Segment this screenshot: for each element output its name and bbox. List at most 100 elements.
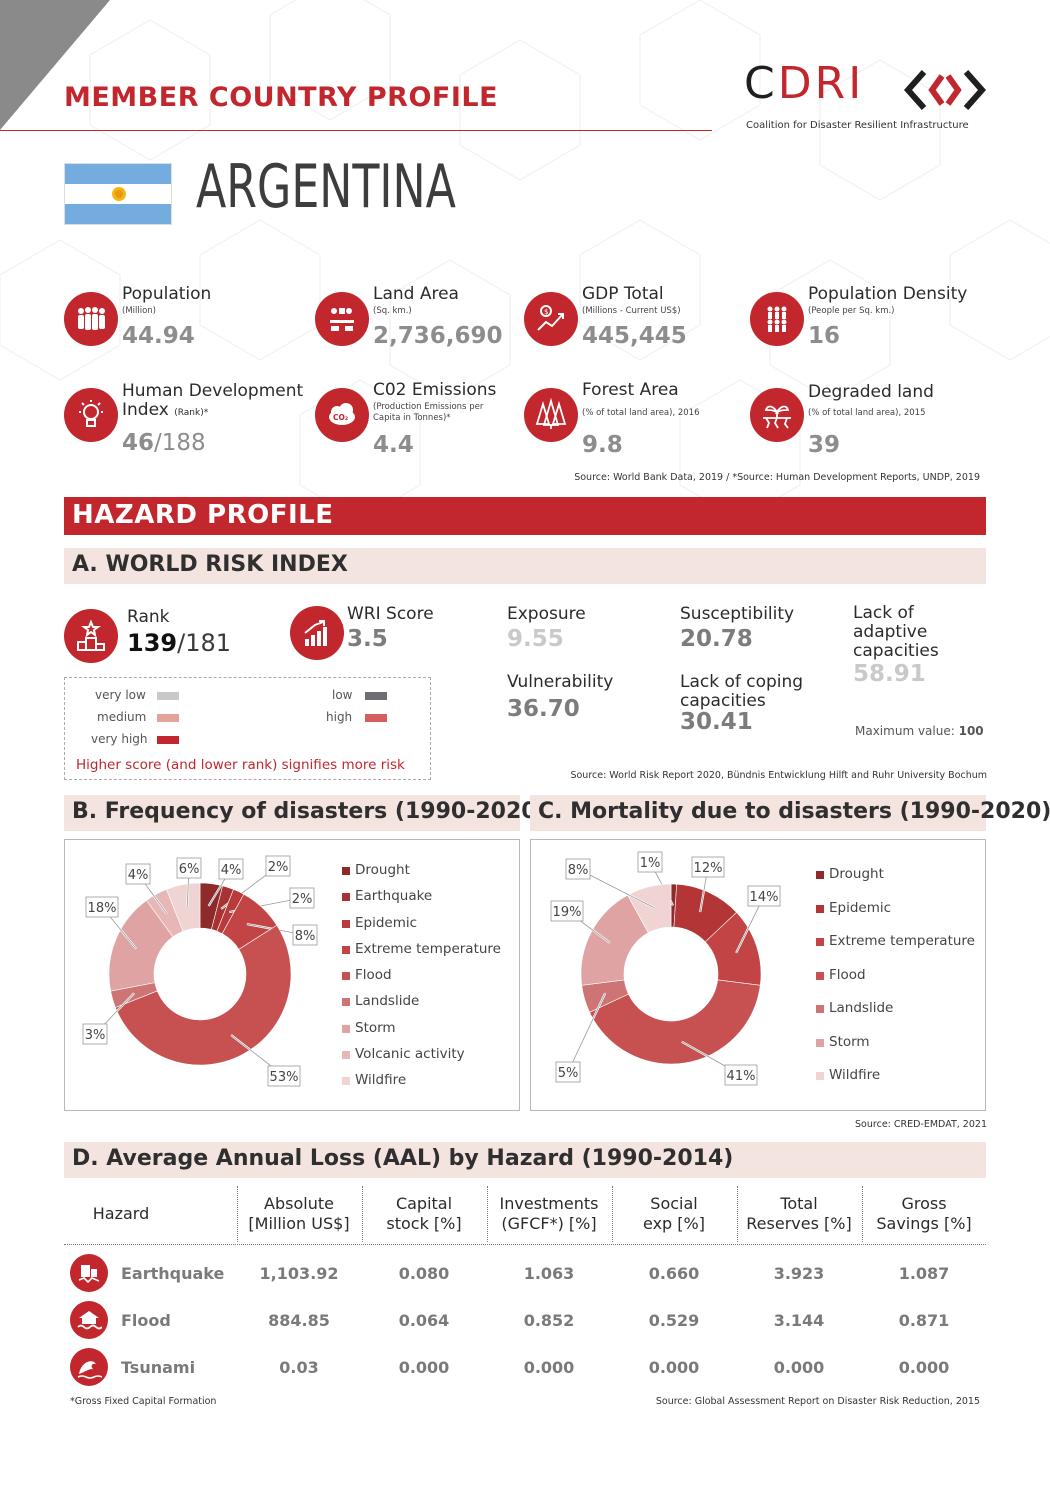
slice-label: 12% — [694, 861, 723, 876]
wri-vulnerability: Vulnerability 36.70 — [507, 672, 614, 722]
wri-susceptibility: Susceptibility 20.78 — [680, 604, 795, 652]
aal-source: Source: Global Assessment Report on Disa… — [655, 1396, 980, 1407]
table-cell: 3.923 — [773, 1264, 825, 1283]
table-header: Capital stock [%] — [386, 1194, 462, 1233]
land-area-icon — [315, 292, 369, 346]
legend-item: Extreme temperature — [816, 933, 975, 967]
slice-label-box — [637, 851, 663, 873]
slice-label: 8% — [568, 863, 589, 878]
legend-label: Storm — [829, 1033, 870, 1050]
legend-label: Earthquake — [355, 888, 433, 905]
lightbulb-icon — [64, 388, 118, 442]
section-title: D. Average Annual Loss (AAL) by Hazard (… — [72, 1146, 734, 1171]
legend-item: Flood — [816, 967, 975, 1001]
table-cell: 0.064 — [398, 1311, 450, 1330]
legend-very-low: very low — [95, 688, 146, 702]
legend-swatch — [816, 971, 824, 980]
cdri-logo-mark-icon — [903, 70, 987, 110]
legend-item: Earthquake — [342, 888, 501, 914]
legend-item: Extreme temperature — [342, 941, 501, 967]
stat-value: 16 — [808, 323, 841, 349]
legend-item: Landslide — [342, 993, 501, 1019]
podium-icon — [64, 609, 118, 663]
wri-lack-coping: Lack of coping capacities 30.41 — [680, 672, 804, 735]
mortality-chart: 1% 12% 14% 41% 5% 19% 8% Drought Epidemic Extrem… — [530, 839, 986, 1111]
slice-label-box — [555, 1061, 581, 1083]
legend-swatch — [816, 938, 824, 946]
legend-item: Drought — [342, 862, 501, 888]
table-header: Total Reserves [%] — [746, 1194, 852, 1233]
section-title: B. Frequency of disasters (1990-2020) — [72, 799, 547, 824]
callout-line — [567, 992, 606, 1073]
legend-item: Storm — [816, 1034, 975, 1068]
stat-label: Population — [122, 284, 212, 304]
legend-swatch — [816, 1005, 824, 1013]
stat-sub: (% of total land area), 2016 — [582, 408, 700, 418]
legend-low: low — [332, 688, 353, 702]
stat-value: 4.4 — [373, 432, 414, 458]
column-divider — [862, 1186, 863, 1242]
legend-item: Wildfire — [816, 1067, 975, 1101]
wri-score: WRI Score 3.5 — [347, 604, 434, 652]
stat-value: 445,445 — [582, 323, 687, 349]
table-cell: 0.871 — [898, 1311, 950, 1330]
stat-label: Human Development Index (Rank)* — [122, 381, 304, 420]
legend-swatch — [342, 945, 350, 954]
stat-sub: (Sq. km.) — [373, 306, 412, 316]
legend-swatch — [365, 692, 387, 700]
header-divider — [64, 1244, 986, 1245]
legend-item: Drought — [816, 866, 975, 900]
slice-label-box — [292, 924, 318, 946]
legend-swatch — [342, 893, 350, 902]
stat-label: Degraded land — [808, 382, 934, 402]
hazard-profile-banner: HAZARD PROFILE — [64, 497, 986, 535]
table-cell: 0.000 — [898, 1358, 950, 1377]
slice-label: 3% — [85, 1028, 106, 1043]
legend-swatch — [157, 714, 179, 722]
section-title: A. WORLD RISK INDEX — [72, 552, 348, 577]
sun-of-may-icon — [112, 187, 126, 201]
legend-swatch — [342, 1024, 350, 1033]
stat-sub: (People per Sq. km.) — [808, 306, 895, 316]
column-divider — [237, 1186, 238, 1242]
section-aal: D. Average Annual Loss (AAL) by Hazard (… — [64, 1142, 986, 1178]
legend-swatch — [342, 867, 350, 875]
country-name: ARGENTINA — [196, 152, 456, 222]
stat-sub: (Production Emissions per Capita in Tonne… — [373, 402, 484, 423]
legend-swatch — [365, 714, 387, 722]
slice-label-box — [125, 863, 151, 885]
stat-sub: (Millions - Current US$) — [582, 306, 681, 316]
mortality-legend: Drought Epidemic Extreme temperature Flood L… — [816, 866, 975, 1101]
legend-item: Flood — [342, 967, 501, 993]
population-density-icon — [750, 292, 804, 346]
frequency-legend: Drought Earthquake Epidemic Extreme tempera… — [342, 862, 501, 1099]
table-cell: 3.144 — [773, 1311, 825, 1330]
argentina-flag — [64, 163, 172, 225]
slice-label-box — [82, 1023, 108, 1045]
slice-label: 41% — [727, 1069, 756, 1084]
gdp-icon: $ — [524, 292, 578, 346]
wri-legend: very low medium very high low high Highe… — [64, 677, 431, 780]
legend-swatch — [816, 904, 824, 913]
donut-slice-wildfire — [166, 882, 201, 932]
population-icon — [64, 292, 118, 346]
legend-swatch — [342, 998, 350, 1007]
charts-source: Source: CRED-EMDAT, 2021 — [855, 1119, 987, 1130]
stat-label: GDP Total — [582, 284, 664, 304]
stat-label: C02 Emissions — [373, 380, 497, 400]
donut-slice-wildfire — [627, 883, 672, 934]
table-cell: 0.000 — [648, 1358, 700, 1377]
column-divider — [737, 1186, 738, 1242]
svg-text:CO₂: CO₂ — [333, 413, 348, 422]
hazard-name: Tsunami — [121, 1358, 196, 1377]
slice-label: 2% — [268, 860, 289, 875]
wri-exposure: Exposure 9.55 — [507, 604, 586, 652]
legend-label: Flood — [829, 966, 866, 983]
stat-sub: (Million) — [122, 306, 156, 316]
stat-value: 9.8 — [582, 432, 623, 458]
donut-slice-flood — [115, 924, 292, 1066]
callout-line — [577, 868, 655, 909]
slice-label-box — [550, 900, 584, 922]
hazard-name: Flood — [121, 1311, 171, 1330]
svg-text:$: $ — [544, 308, 548, 316]
